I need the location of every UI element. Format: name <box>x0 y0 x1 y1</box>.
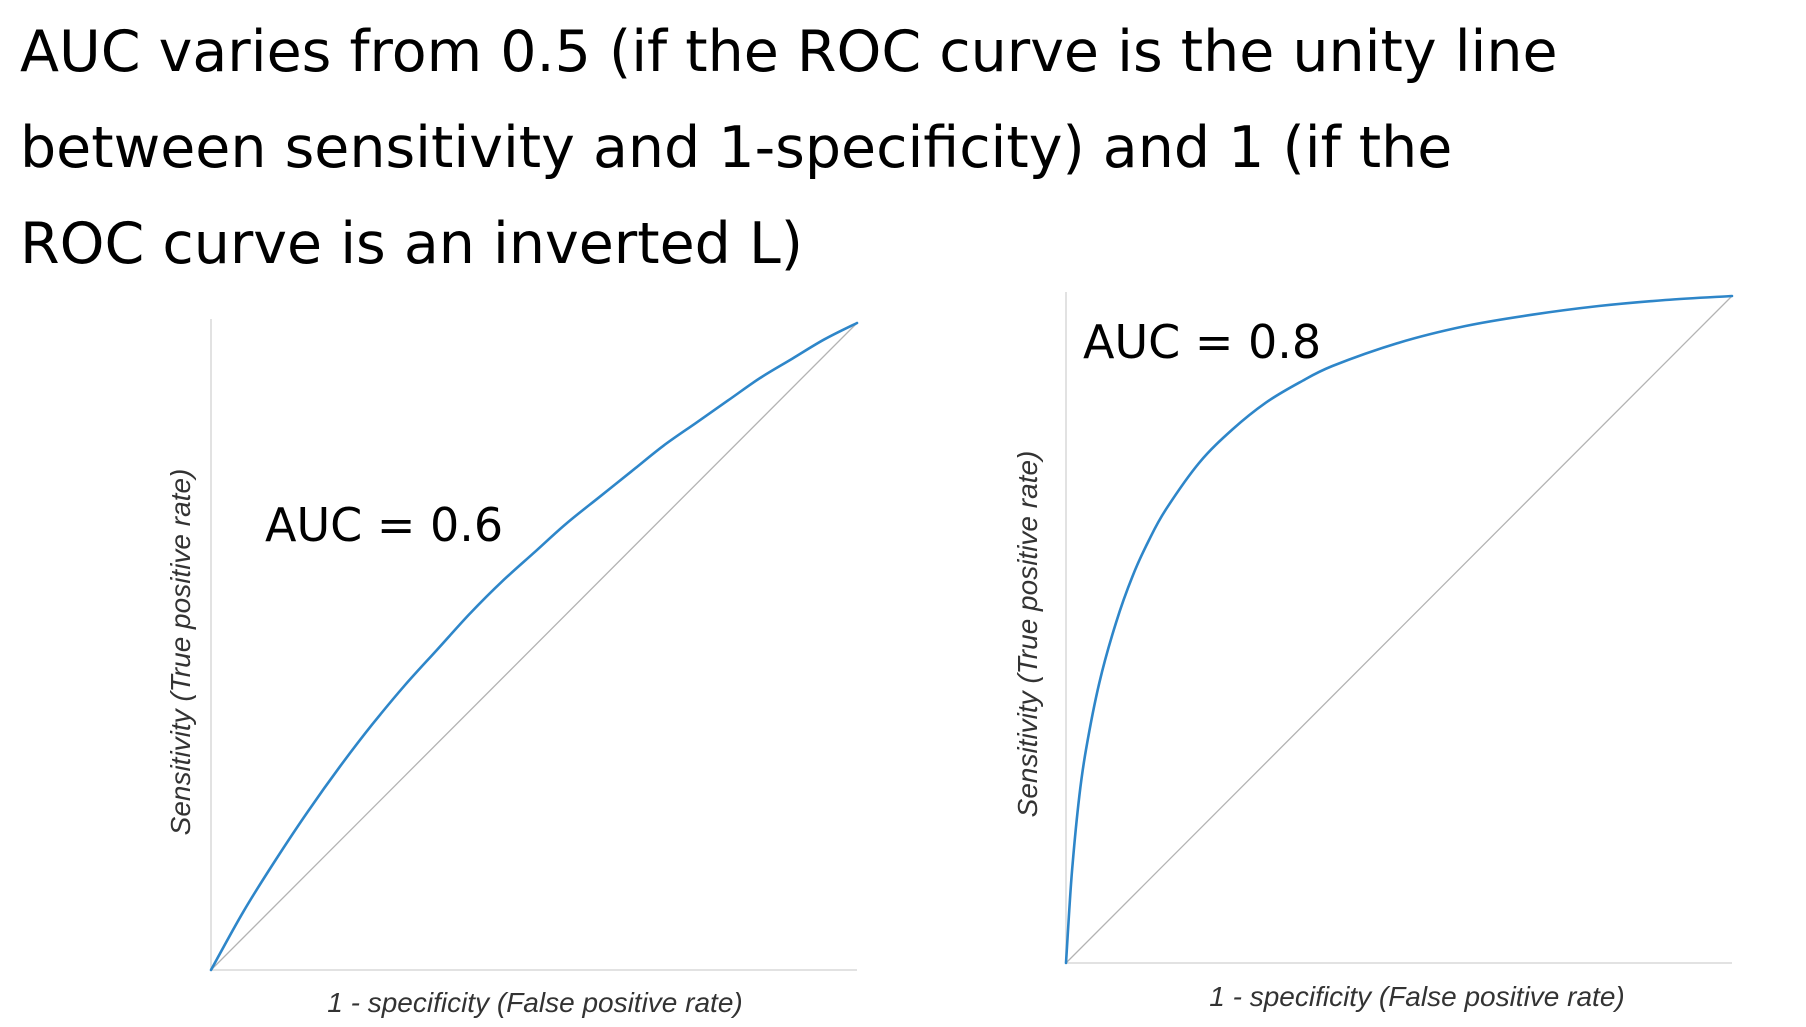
y-axis-title: Sensitivity (True positive rate) <box>165 469 196 836</box>
heading-line: between sensitivity and 1-specificity) a… <box>20 115 1453 181</box>
heading-line: AUC varies from 0.5 (if the ROC curve is… <box>20 19 1558 85</box>
roc-curve-line <box>209 321 859 972</box>
reference-diagonal-line <box>210 322 858 971</box>
auc-annotation: AUC = 0.6 <box>265 498 503 552</box>
heading-line: ROC curve is an inverted L) <box>20 211 803 277</box>
x-axis-title: 1 - specificity (False positive rate) <box>327 987 742 1018</box>
slide-heading: AUC varies from 0.5 (if the ROC curve is… <box>20 4 1790 292</box>
chart-marks <box>209 319 859 972</box>
